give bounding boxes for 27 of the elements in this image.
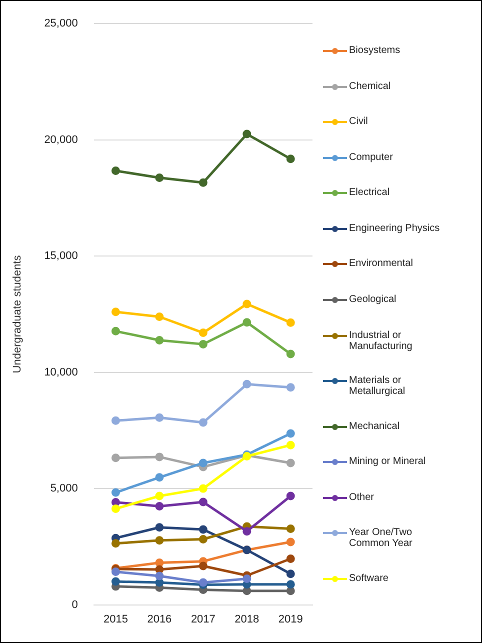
y-tick-label: 25,000 — [44, 18, 78, 30]
legend-label: Year One/Two Common Year — [349, 527, 414, 550]
x-tick-label: 2015 — [103, 613, 128, 626]
y-tick-label: 0 — [72, 598, 78, 611]
legend-label: Materials or Metallurgical — [349, 375, 406, 398]
legend-label: Electrical — [349, 187, 390, 198]
legend-label: Civil — [349, 116, 368, 128]
legend-label: Mechanical — [349, 420, 400, 432]
legend-label: Engineering Physics — [349, 222, 440, 234]
y-axis-title: Undergraduate students — [12, 254, 24, 374]
y-tick-label: 15,000 — [44, 250, 78, 262]
legend-label: Mining or Mineral — [349, 456, 426, 468]
legend-label: Computer — [349, 152, 393, 163]
x-tick-label: 2016 — [147, 613, 172, 626]
legend-label: Software — [349, 572, 388, 584]
legend-label: Other — [349, 492, 374, 503]
x-tick-label: 2018 — [234, 613, 260, 626]
y-tick-label: 20,000 — [44, 134, 78, 146]
x-tick-label: 2019 — [278, 613, 303, 626]
legend-label: Geological — [349, 294, 396, 305]
y-tick-label: 5,000 — [50, 482, 78, 495]
legend-label: Biosystems — [349, 45, 400, 56]
y-tick-label: 10,000 — [44, 366, 78, 378]
legend-label: Chemical — [349, 80, 391, 92]
legend-label: Environmental — [349, 258, 413, 270]
x-tick-label: 2017 — [190, 613, 216, 626]
legend-label: Industrial or Manufacturing — [349, 330, 414, 352]
